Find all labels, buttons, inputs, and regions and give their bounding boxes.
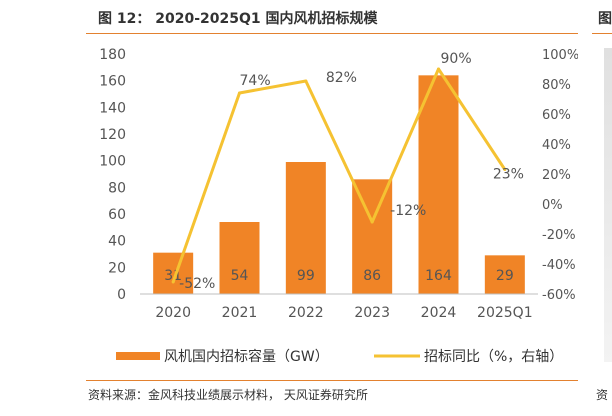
figure-title: 图 12： 2020-2025Q1 国内风机招标规模 xyxy=(98,11,378,27)
bar-2025Q1 xyxy=(484,255,525,294)
yoy-label: -52% xyxy=(179,276,215,292)
y-right-tick-label: 0% xyxy=(542,198,563,213)
y-left-tick-label: 140 xyxy=(99,100,126,116)
bar-2021 xyxy=(219,222,260,294)
source-note: 资料来源：金风科技业绩展示材料， 天风证券研究所 xyxy=(88,388,368,402)
y-left-tick-label: 80 xyxy=(108,180,126,196)
yoy-line xyxy=(171,67,507,283)
y-right-tick-label: -40% xyxy=(542,258,576,273)
legend-label-line: 招标同比（%，右轴） xyxy=(424,349,563,365)
y-right-tick-label: 80% xyxy=(542,78,571,93)
yoy-label: -12% xyxy=(390,203,426,219)
adjacent-figure-title-fragment: 图 xyxy=(592,0,612,34)
x-tick-label: 2023 xyxy=(354,305,390,321)
bar-2020 xyxy=(153,252,194,294)
y-right-tick-label: -20% xyxy=(542,228,576,243)
x-tick-label: 2021 xyxy=(222,305,258,321)
yoy-label: 23% xyxy=(493,167,524,183)
y-right-tick-label: 40% xyxy=(542,138,571,153)
yoy-point xyxy=(304,79,308,83)
bar-2024 xyxy=(418,75,459,294)
yoy-point xyxy=(437,67,440,71)
y-right-tick-label: -60% xyxy=(542,288,576,303)
bar-label: 99 xyxy=(297,268,315,284)
y-left-tick-label: 160 xyxy=(99,74,126,90)
x-tick-label: 2022 xyxy=(288,305,324,321)
yoy-point xyxy=(370,220,374,224)
bar-label: 54 xyxy=(231,268,249,284)
y-left-tick-label: 120 xyxy=(99,127,126,143)
y-right-tick-label: 100% xyxy=(542,48,578,63)
bar-label: 86 xyxy=(363,268,381,284)
bar-2023 xyxy=(352,179,393,294)
footer-rule xyxy=(86,380,578,381)
yoy-point xyxy=(171,280,175,284)
adjacent-figure-title-text: 图 xyxy=(598,11,612,27)
chart: 0 20 40 60 80 100 120 140 160 180 -60% -40% -20% 0% 20… xyxy=(99,47,578,365)
adjacent-source-fragment: 资 xyxy=(596,388,609,402)
figure-title-bar: 图 12： 2020-2025Q1 国内风机招标规模 xyxy=(86,0,578,34)
x-tick-label: 2024 xyxy=(421,305,457,321)
chart-content: 0 20 40 60 80 100 120 140 160 180 -60% -40% -20% 0% 20… xyxy=(99,47,578,365)
y-left-tick-label: 20 xyxy=(108,260,126,276)
y-left-tick-label: 100 xyxy=(99,154,126,170)
adjacent-figure-strip xyxy=(604,48,612,362)
legend-swatch-bar xyxy=(116,352,160,360)
y-right-tick-label: 60% xyxy=(542,108,571,123)
y-left-tick-label: 0 xyxy=(117,287,126,303)
yoy-label: 90% xyxy=(441,51,472,67)
bar-label: 29 xyxy=(496,268,514,284)
bar-label: 164 xyxy=(425,268,452,284)
legend-label-bar: 风机国内招标容量（GW） xyxy=(164,348,329,365)
x-tick-label: 2025Q1 xyxy=(477,305,533,321)
bar-2022 xyxy=(285,162,326,294)
yoy-label: 82% xyxy=(326,70,357,86)
x-tick-label: 2020 xyxy=(155,305,191,321)
y-left-tick-label: 40 xyxy=(108,234,126,250)
y-left-tick-label: 180 xyxy=(99,47,126,63)
yoy-point xyxy=(503,168,507,171)
y-left-tick-label: 60 xyxy=(108,207,126,223)
yoy-point xyxy=(238,91,241,95)
yoy-label: 74% xyxy=(240,73,271,89)
y-right-tick-label: 20% xyxy=(542,168,571,183)
